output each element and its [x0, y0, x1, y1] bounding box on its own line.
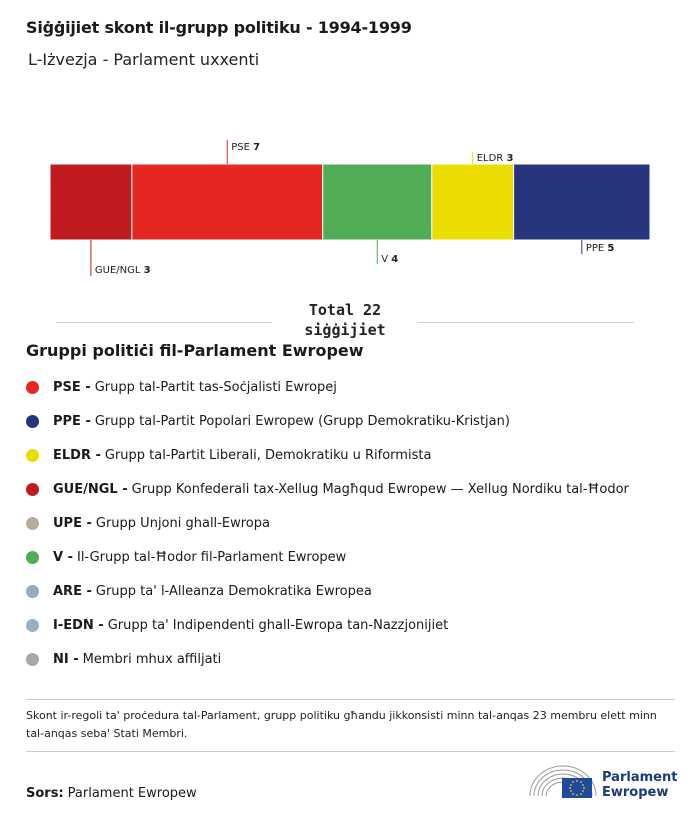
legend-swatch: [26, 380, 39, 394]
legend-item: UPE - Grupp Unjoni ghall-Ewropa: [26, 506, 686, 540]
legend-text: Grupp ta' Indipendenti ghall-Ewropa tan-…: [107, 617, 449, 633]
legend-text: Grupp tal-Partit tas-Soċjalisti Ewropej: [94, 379, 337, 395]
legend-abbr: UPE -: [53, 515, 92, 531]
legend-text: Grupp ta' l-Alleanza Demokratika Ewropea: [95, 583, 372, 599]
legend-swatch: [26, 482, 39, 496]
legend-swatch: [26, 448, 39, 462]
source: Sors: Parlament Ewropew: [26, 786, 197, 801]
legend-text: Grupp tal-Partit Liberali, Demokratiku u…: [104, 447, 432, 463]
legend-abbr: ELDR -: [53, 447, 101, 463]
bar-gue-ngl: [49, 163, 133, 241]
legend-text: Il-Grupp tal-Ħodor fil-Parlament Ewropew: [76, 549, 347, 565]
chart-title: Siġġijiet skont il-grupp politiku - 1994…: [26, 18, 412, 37]
legend-abbr: V -: [53, 549, 73, 565]
legend-abbr: NI -: [53, 651, 79, 667]
data-label: ELDR 3: [477, 153, 514, 164]
eu-flag-icon: [562, 778, 592, 798]
chart-subtitle: L-Iżvezja - Parlament uxxenti: [28, 50, 260, 69]
data-label: GUE/NGL 3: [95, 265, 151, 276]
seat-chart: GUE/NGL 3 PSE 7 V 4 ELDR 3 PPE 5: [49, 140, 651, 276]
data-label: PSE 7: [231, 142, 260, 153]
legend-abbr: I-EDN -: [53, 617, 104, 633]
legend-item: I-EDN - Grupp ta' Indipendenti ghall-Ewro…: [26, 608, 686, 642]
legend-text: Grupp Unjoni ghall-Ewropa: [95, 515, 270, 531]
data-label: V 4: [381, 254, 398, 265]
parliament-logo: Parlament Ewropew: [528, 760, 678, 804]
divider: [26, 751, 675, 752]
data-label: PPE 5: [586, 243, 615, 254]
legend-swatch: [26, 550, 39, 564]
total-divider-left: [56, 322, 272, 323]
legend-item: V - Il-Grupp tal-Ħodor fil-Parlament Ewro…: [26, 540, 686, 574]
footnote: Skont ir-regoli ta' proċedura tal-Parlam…: [26, 709, 657, 740]
legend-item: PPE - Grupp tal-Partit Popolari Ewropew (…: [26, 404, 686, 438]
legend-abbr: GUE/NGL -: [53, 481, 128, 497]
legend-item: PSE - Grupp tal-Partit tas-Soċjalisti Ewr…: [26, 370, 686, 404]
legend-text: Membri mhux affiljati: [82, 651, 222, 667]
bar-ppe: [513, 163, 651, 241]
legend-swatch: [26, 414, 39, 428]
divider: [26, 699, 675, 700]
source-label: Sors:: [26, 786, 64, 801]
legend-swatch: [26, 652, 39, 666]
legend-item: GUE/NGL - Grupp Konfederali tax-Xellug Ma…: [26, 472, 686, 506]
total-value: Total 22: [308, 301, 382, 319]
legend-title: Gruppi politiċi fil-Parlament Ewropew: [26, 341, 364, 360]
source-text: Parlament Ewropew: [67, 786, 197, 801]
bar-pse: [131, 163, 324, 241]
total-divider-right: [418, 322, 634, 323]
legend-abbr: PSE -: [53, 379, 91, 395]
legend: PSE - Grupp tal-Partit tas-Soċjalisti Ewr…: [26, 370, 686, 676]
legend-text: Grupp tal-Partit Popolari Ewropew (Grupp…: [94, 413, 510, 429]
hemicycle-icon: [529, 765, 597, 798]
legend-item: NI - Membri mhux affiljati: [26, 642, 686, 676]
bar-eldr: [431, 163, 515, 241]
bar-v: [322, 163, 433, 241]
legend-swatch: [26, 618, 39, 632]
total-unit: siġġijiet: [304, 321, 386, 339]
legend-swatch: [26, 584, 39, 598]
legend-item: ARE - Grupp ta' l-Alleanza Demokratika Ew…: [26, 574, 686, 608]
legend-item: ELDR - Grupp tal-Partit Liberali, Demokra…: [26, 438, 686, 472]
total-label: Total 22 siġġijiet: [272, 300, 418, 340]
total-seats: Total 22 siġġijiet: [56, 300, 634, 344]
logo-line1: Parlament: [602, 770, 678, 785]
legend-swatch: [26, 516, 39, 530]
logo-line2: Ewropew: [602, 785, 669, 800]
logo-text: Parlament Ewropew: [602, 770, 677, 800]
legend-abbr: PPE -: [53, 413, 91, 429]
legend-abbr: ARE -: [53, 583, 92, 599]
legend-text: Grupp Konfederali tax-Xellug Magħqud Ewr…: [131, 481, 629, 497]
